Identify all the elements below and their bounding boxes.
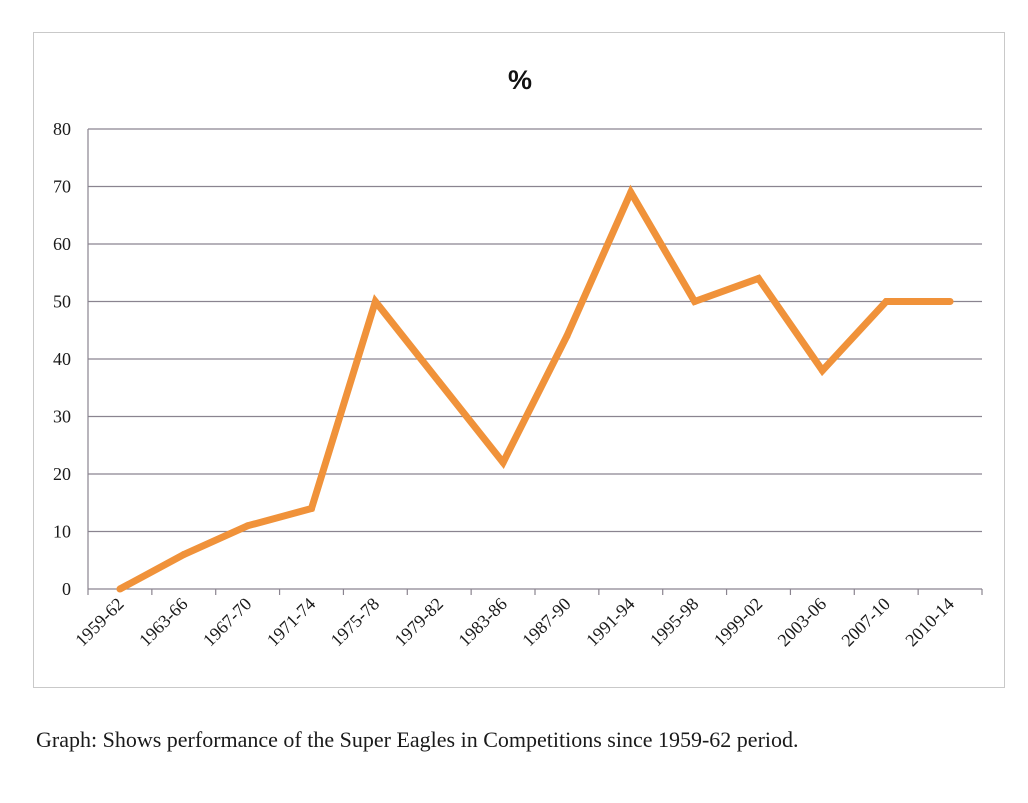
data-point xyxy=(691,298,699,305)
y-tick-label: 20 xyxy=(53,464,71,484)
x-tick-label: 1991-94 xyxy=(582,594,639,651)
x-tick-label: 1971-74 xyxy=(263,594,320,651)
y-tick-label: 70 xyxy=(53,177,71,197)
y-tick-label: 50 xyxy=(53,292,71,312)
x-tick-label: 1999-02 xyxy=(710,594,767,651)
x-tick-label: 1967-70 xyxy=(199,594,256,651)
data-point xyxy=(627,188,635,196)
data-point xyxy=(946,298,954,305)
data-point xyxy=(499,459,507,466)
data-point xyxy=(818,367,826,374)
x-tick-label: 1959-62 xyxy=(71,594,128,651)
data-point xyxy=(308,505,315,512)
y-tick-label: 40 xyxy=(53,349,71,369)
series-line xyxy=(118,184,951,593)
x-tick-label: 1987-90 xyxy=(518,594,575,651)
x-tick-label: 2010-14 xyxy=(901,594,958,651)
chart-frame xyxy=(33,32,1005,688)
chart-title: % xyxy=(508,65,532,95)
data-point xyxy=(116,585,124,593)
x-tick-label: 1975-78 xyxy=(327,594,384,651)
data-point xyxy=(180,551,188,558)
x-tick-label: 1995-98 xyxy=(646,594,703,651)
gridlines xyxy=(88,128,982,533)
chart-caption: Graph: Shows performance of the Super Ea… xyxy=(36,727,799,752)
y-tick-label: 80 xyxy=(53,119,71,139)
data-point xyxy=(882,298,890,305)
x-tick-label: 1983-86 xyxy=(454,594,511,651)
y-tick-label: 10 xyxy=(53,522,71,542)
x-tick-label: 1979-82 xyxy=(390,594,447,651)
y-tick-label: 0 xyxy=(62,579,71,599)
series-layer xyxy=(116,184,954,593)
x-tick-label: 2003-06 xyxy=(774,594,831,651)
data-point xyxy=(371,298,379,305)
data-point xyxy=(563,332,571,340)
y-tick-labels: 0 10 20 30 40 50 60 70 80 xyxy=(53,119,71,599)
y-tick-label: 60 xyxy=(53,234,71,254)
data-point xyxy=(755,275,762,282)
x-tick-label: 1963-66 xyxy=(135,594,192,651)
x-tick-label: 2007-10 xyxy=(837,594,894,651)
data-point xyxy=(244,522,252,530)
y-tick-label: 30 xyxy=(53,407,71,427)
axes xyxy=(87,129,983,595)
data-point xyxy=(435,378,443,386)
x-tick-labels: 1959-62 1963-66 1967-70 1971-74 1975-78 1979-… xyxy=(71,594,958,651)
